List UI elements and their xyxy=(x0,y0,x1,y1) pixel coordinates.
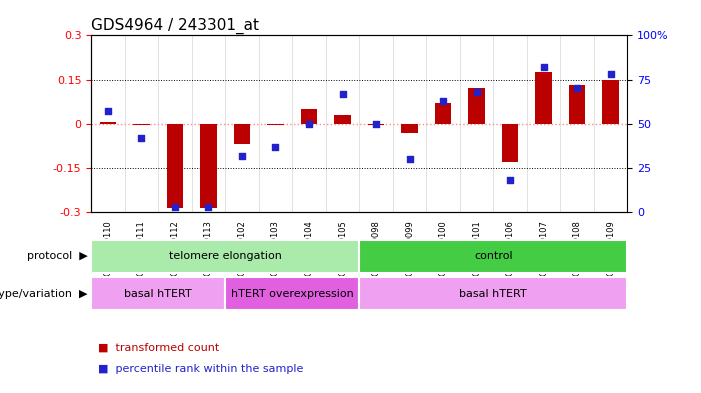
Point xyxy=(605,71,616,77)
Text: telomere elongation: telomere elongation xyxy=(169,252,282,261)
Text: genotype/variation  ▶: genotype/variation ▶ xyxy=(0,289,88,299)
Point xyxy=(337,90,348,97)
Point xyxy=(304,121,315,127)
Point xyxy=(136,135,147,141)
Bar xyxy=(367,124,384,125)
Text: control: control xyxy=(474,252,512,261)
Text: ■  transformed count: ■ transformed count xyxy=(98,343,219,353)
Bar xyxy=(200,124,217,208)
Point xyxy=(538,64,549,70)
Point xyxy=(404,156,415,162)
Point xyxy=(370,121,381,127)
Bar xyxy=(133,124,150,125)
Bar xyxy=(334,115,351,124)
Bar xyxy=(401,124,418,132)
Point xyxy=(471,89,482,95)
Text: basal hTERT: basal hTERT xyxy=(459,289,527,299)
Bar xyxy=(602,79,619,124)
Bar xyxy=(435,103,451,124)
Text: ■  percentile rank within the sample: ■ percentile rank within the sample xyxy=(98,364,304,375)
Bar xyxy=(569,86,585,124)
Point xyxy=(102,108,114,115)
Bar xyxy=(233,124,250,144)
Point xyxy=(505,177,516,184)
Point xyxy=(571,85,583,92)
Bar xyxy=(502,124,519,162)
Text: hTERT overexpression: hTERT overexpression xyxy=(231,289,353,299)
Bar xyxy=(167,124,183,208)
Bar xyxy=(100,122,116,124)
Text: protocol  ▶: protocol ▶ xyxy=(27,252,88,261)
Point xyxy=(437,97,449,104)
Bar xyxy=(536,72,552,124)
Point xyxy=(236,152,247,159)
Text: GDS4964 / 243301_at: GDS4964 / 243301_at xyxy=(91,18,259,34)
Bar xyxy=(301,109,318,124)
Point xyxy=(203,204,214,210)
Point xyxy=(270,143,281,150)
Bar xyxy=(267,124,284,125)
Text: basal hTERT: basal hTERT xyxy=(124,289,192,299)
Bar xyxy=(468,88,485,124)
Point xyxy=(170,204,181,210)
